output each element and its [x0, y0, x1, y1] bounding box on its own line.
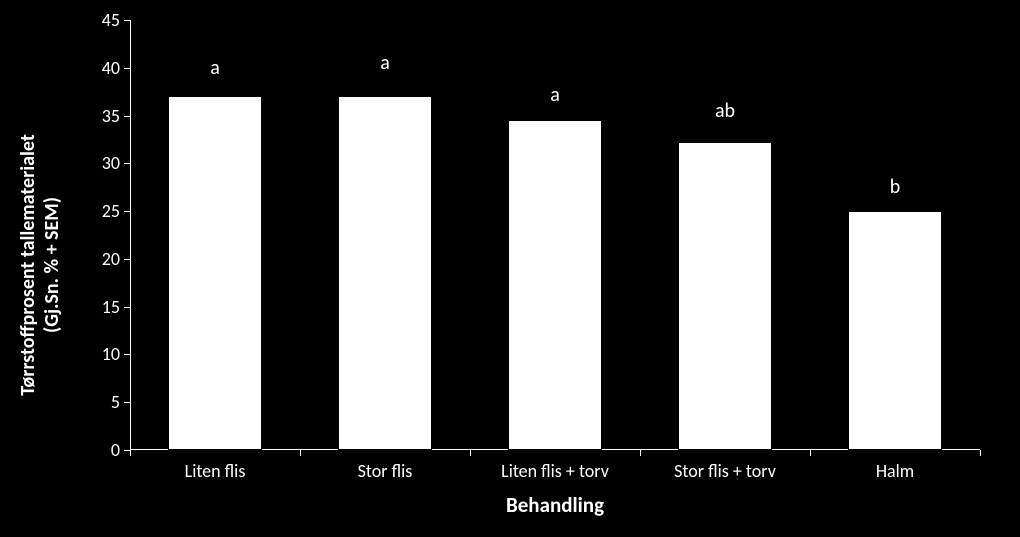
error-cap: [718, 127, 732, 128]
bar: [508, 120, 602, 450]
y-axis-label: Tørrstoffprosent tallematerialet (Gj.Sn.…: [16, 65, 64, 465]
x-tick-label: Stor flis: [358, 460, 413, 482]
y-tick-label: 10: [102, 343, 120, 365]
y-tick: [124, 68, 130, 69]
error-bar: [895, 203, 896, 212]
x-tick-label: Liten flis + torv: [501, 460, 609, 482]
y-tick: [124, 163, 130, 164]
x-tick: [470, 450, 471, 456]
bar: [678, 142, 772, 450]
error-cap: [548, 111, 562, 112]
y-tick-label: 25: [102, 200, 120, 222]
y-tick-label: 20: [102, 248, 120, 270]
y-tick-label: 5: [111, 391, 120, 413]
x-axis-label: Behandling: [506, 492, 604, 518]
x-tick-label: Liten flis: [185, 460, 246, 482]
error-cap: [208, 84, 222, 85]
x-tick: [300, 450, 301, 456]
significance-label: a: [210, 56, 220, 80]
y-tick: [124, 211, 130, 212]
chart-container: Tørrstoffprosent tallematerialet (Gj.Sn.…: [40, 10, 1000, 520]
error-bar: [385, 79, 386, 96]
error-bar: [215, 84, 216, 96]
significance-label: a: [550, 83, 560, 107]
bar: [338, 96, 432, 450]
y-tick: [124, 402, 130, 403]
y-axis-label-line1: Tørrstoffprosent tallematerialet: [16, 65, 40, 465]
error-cap: [888, 203, 902, 204]
y-tick-label: 30: [102, 152, 120, 174]
error-cap: [378, 79, 392, 80]
x-tick: [640, 450, 641, 456]
x-tick: [980, 450, 981, 456]
y-tick-label: 40: [102, 57, 120, 79]
x-tick: [810, 450, 811, 456]
y-axis-label-line2: (Gj.Sn. % + SEM): [40, 65, 64, 465]
y-tick: [124, 354, 130, 355]
error-bar: [555, 111, 556, 121]
bar: [848, 211, 942, 450]
significance-label: b: [890, 175, 901, 199]
x-tick-label: Halm: [876, 460, 914, 482]
y-tick: [124, 116, 130, 117]
y-tick-label: 35: [102, 105, 120, 127]
y-tick-label: 45: [102, 9, 120, 31]
plot-area: Behandling 051015202530354045aLiten flis…: [130, 20, 980, 450]
y-tick: [124, 259, 130, 260]
significance-label: ab: [715, 99, 735, 123]
x-tick: [130, 450, 131, 456]
y-tick-label: 15: [102, 296, 120, 318]
y-axis: [130, 20, 131, 450]
y-tick-label: 0: [111, 439, 120, 461]
significance-label: a: [380, 51, 390, 75]
y-tick: [124, 20, 130, 21]
error-bar: [725, 127, 726, 142]
bar: [168, 96, 262, 450]
x-tick-label: Stor flis + torv: [674, 460, 776, 482]
y-tick: [124, 307, 130, 308]
